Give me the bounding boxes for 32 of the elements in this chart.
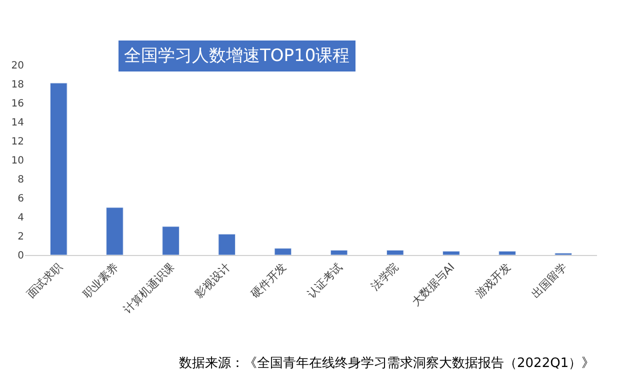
- x-tick-label: 面试求职: [24, 260, 65, 301]
- x-tick-label: 游戏开发: [472, 260, 514, 301]
- bar: [442, 250, 460, 255]
- y-tick-label: 18: [11, 80, 24, 90]
- y-tick-label: 8: [18, 174, 24, 186]
- source-note: 数据来源：《全国青年在线终身学习需求洞察大数据报告（2022Q1）》: [179, 355, 595, 370]
- bar: [218, 234, 236, 255]
- bar: [386, 250, 404, 255]
- y-tick-label: 4: [18, 212, 24, 224]
- y-tick-label: 2: [18, 232, 24, 242]
- x-tick-label: 法学院: [368, 260, 402, 294]
- x-tick-label: 认证考试: [304, 260, 346, 301]
- y-tick-label: 16: [11, 98, 24, 110]
- bar: [162, 226, 180, 255]
- bar: [330, 250, 348, 255]
- y-tick-label: 20: [11, 60, 24, 72]
- bar: [106, 207, 124, 255]
- x-tick-label: 计算机通识课: [120, 260, 177, 316]
- bar: [274, 248, 292, 255]
- chart-title: 全国学习人数增速TOP10课程: [124, 46, 350, 66]
- y-tick-label: 0: [18, 250, 24, 262]
- y-tick-label: 10: [11, 156, 24, 166]
- x-tick-label: 大数据与AI: [409, 260, 458, 308]
- x-tick-label: 影视设计: [192, 260, 233, 301]
- y-tick-label: 12: [11, 136, 24, 148]
- bar: [498, 250, 516, 255]
- y-tick-label: 14: [11, 118, 24, 128]
- x-tick-label: 硬件开发: [248, 260, 289, 301]
- x-tick-label: 职业素养: [80, 260, 121, 301]
- x-tick-label: 出国留学: [529, 260, 570, 301]
- y-tick-label: 6: [18, 194, 24, 204]
- bar: [50, 82, 68, 255]
